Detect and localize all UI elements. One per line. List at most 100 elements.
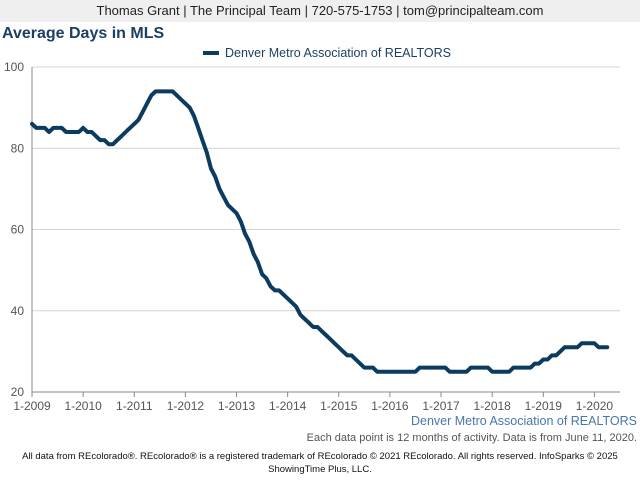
series-layer: [30, 89, 610, 374]
data-point: [119, 134, 124, 138]
data-point: [209, 167, 213, 171]
x-tick-label: 1-2017: [422, 399, 460, 413]
data-point: [362, 366, 366, 370]
data-point: [141, 110, 145, 114]
x-tick-label: 1-2014: [269, 399, 307, 413]
data-point: [550, 353, 554, 357]
data-point: [409, 370, 413, 374]
legend-swatch: [203, 51, 219, 55]
data-point: [260, 272, 264, 276]
axis-layer: [31, 67, 620, 397]
data-point: [341, 349, 345, 353]
data-point: [102, 138, 106, 142]
data-point: [43, 126, 47, 130]
data-point: [354, 357, 358, 362]
data-point: [298, 313, 302, 317]
data-point: [307, 321, 311, 325]
data-point: [234, 211, 239, 215]
data-point: [324, 333, 328, 337]
data-point: [294, 305, 298, 309]
data-point: [286, 297, 290, 301]
data-point: [124, 130, 128, 134]
data-point: [226, 203, 230, 207]
data-point: [588, 341, 592, 345]
data-point: [145, 102, 149, 106]
data-point: [332, 341, 337, 345]
data-point: [213, 175, 217, 179]
data-point: [418, 366, 422, 370]
data-point: [81, 126, 85, 130]
data-point: [128, 126, 132, 130]
legend-label: Denver Metro Association of REALTORS: [225, 46, 452, 60]
data-point: [196, 126, 200, 130]
data-point: [230, 207, 234, 211]
data-point: [205, 150, 209, 154]
data-point: [162, 89, 166, 93]
data-point: [222, 195, 226, 199]
data-point: [511, 366, 516, 370]
data-point: [567, 345, 571, 349]
data-point: [94, 134, 98, 138]
data-point: [73, 130, 77, 134]
data-point: [571, 345, 575, 349]
y-tick-label: 80: [11, 141, 25, 155]
data-point: [371, 366, 375, 370]
x-tick-labels: 1-2009 1-2010 1-2011 1-2012 1-2013 1-2014 1-20…: [13, 399, 613, 413]
data-point: [601, 345, 605, 349]
data-point: [179, 97, 183, 102]
data-point: [217, 187, 222, 191]
data-point: [448, 370, 452, 374]
data-point: [252, 252, 256, 256]
x-tick-label: 1-2012: [167, 399, 205, 413]
data-point: [465, 370, 469, 374]
data-point: [456, 370, 460, 374]
data-point: [264, 276, 268, 280]
x-tick-label: 1-2010: [64, 399, 102, 413]
data-point: [60, 126, 64, 130]
x-tick-label: 1-2011: [116, 399, 153, 413]
data-point: [30, 122, 34, 126]
data-point: [524, 366, 528, 370]
y-tick-label: 40: [11, 304, 25, 318]
data-point: [188, 106, 192, 110]
y-tick-label: 20: [11, 385, 25, 399]
data-point: [554, 353, 558, 357]
data-point: [605, 345, 609, 349]
data-point: [345, 353, 349, 357]
data-point: [115, 138, 119, 142]
data-point: [384, 370, 388, 374]
data-point: [64, 130, 68, 134]
footer-line-2: ShowingTime Plus, LLC.: [268, 464, 372, 475]
data-point: [490, 370, 494, 374]
data-point: [575, 345, 580, 349]
activity-note: Each data point is 12 months of activity…: [306, 432, 637, 444]
data-point: [277, 288, 281, 292]
data-point: [367, 366, 371, 370]
data-point: [507, 370, 511, 374]
data-point: [183, 102, 187, 106]
data-point: [528, 366, 533, 370]
y-tick-labels: 20 40 60 80 100: [4, 60, 24, 399]
data-point: [192, 114, 196, 118]
data-point: [136, 118, 141, 122]
data-point: [47, 130, 51, 134]
data-point: [111, 142, 115, 146]
data-point: [77, 130, 81, 134]
data-point: [580, 341, 584, 345]
data-point: [558, 349, 562, 353]
data-point: [171, 89, 175, 93]
data-point: [85, 130, 89, 134]
data-point: [200, 138, 204, 142]
data-point: [132, 122, 136, 126]
data-point: [154, 89, 158, 93]
source-label: Denver Metro Association of REALTORS: [410, 414, 637, 428]
data-point: [375, 370, 379, 374]
legend[interactable]: Denver Metro Association of REALTORS: [203, 45, 451, 61]
data-point: [426, 366, 430, 370]
data-point: [303, 317, 307, 321]
data-point: [273, 288, 277, 292]
y-tick-label: 100: [4, 60, 24, 74]
footer-line-1: All data from REcolorado®. REcolorado® i…: [22, 451, 618, 462]
data-point: [328, 337, 332, 341]
series-line: [30, 89, 610, 374]
